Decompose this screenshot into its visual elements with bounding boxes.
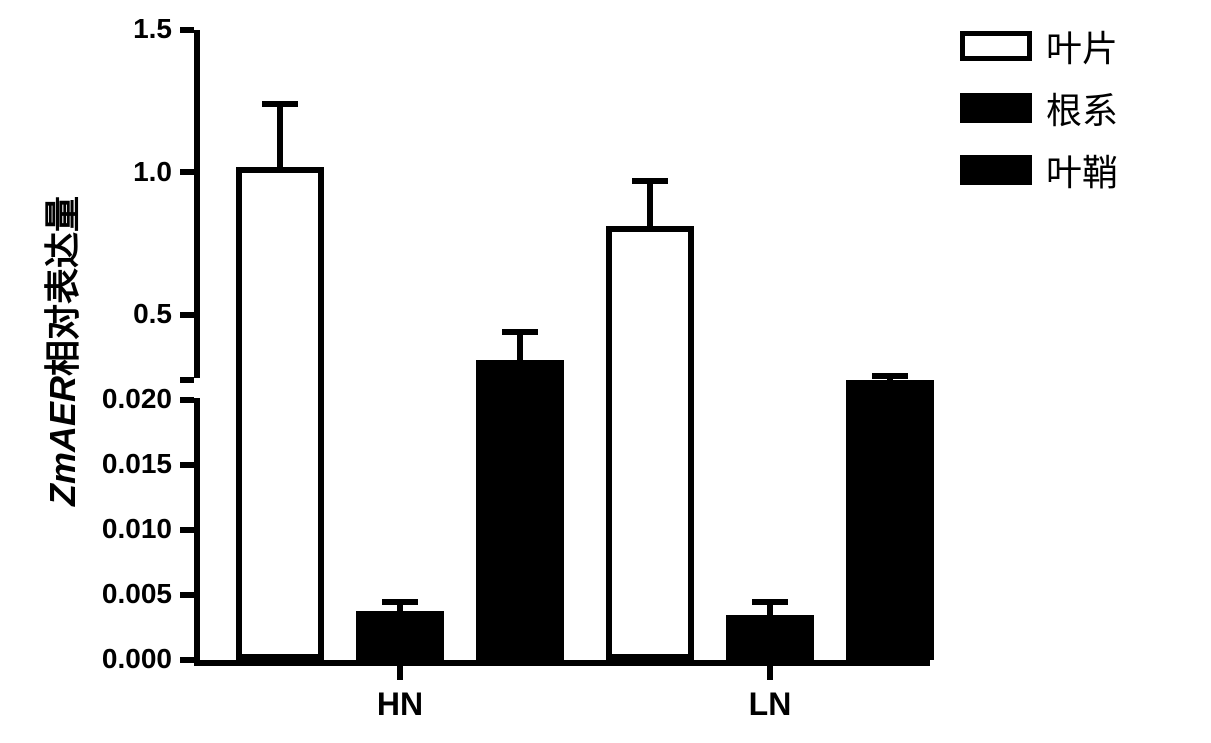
chart-container: ZmAER相对表达量 叶片根系叶鞘 0.000 0.005 0.010 0.015 0.… xyxy=(0,0,1211,743)
y-axis-upper xyxy=(194,30,200,400)
y-tick-lower xyxy=(180,397,194,403)
y-tick-label-lower: 0.010 xyxy=(102,513,172,545)
bar-LN-root xyxy=(726,615,814,661)
y-axis-title: ZmAER相对表达量 xyxy=(34,206,86,506)
legend-label-root: 根系 xyxy=(1046,82,1118,134)
x-tick xyxy=(397,666,403,680)
bar-LN-leaf-lower xyxy=(606,400,694,660)
y-tick-lower xyxy=(180,527,194,533)
x-tick-label: HN xyxy=(340,686,460,723)
x-tick xyxy=(767,666,773,680)
legend-swatch-leaf xyxy=(960,31,1032,61)
y-tick-label-upper: 1.0 xyxy=(133,156,172,188)
y-tick-label-lower: 0.015 xyxy=(102,448,172,480)
y-tick-lower xyxy=(180,592,194,598)
legend-item-leaf: 叶片 xyxy=(960,20,1118,72)
errorcap-LN-sheath xyxy=(872,373,908,379)
errorcap-HN-sheath xyxy=(502,329,538,335)
y-tick-label-lower: 0.020 xyxy=(102,383,172,415)
errorbar-LN-leaf xyxy=(647,181,653,227)
y-tick-lower xyxy=(180,657,194,663)
legend-item-root: 根系 xyxy=(960,82,1118,134)
y-axis-title-italic: ZmAER xyxy=(42,376,83,506)
y-tick-label-upper: 1.5 xyxy=(133,13,172,45)
bar-LN-leaf-upper xyxy=(606,226,694,400)
y-tick-upper xyxy=(180,27,194,33)
y-tick-upper xyxy=(180,169,194,175)
errorbar-HN-leaf xyxy=(277,104,283,167)
legend-item-sheath: 叶鞘 xyxy=(960,144,1118,196)
errorbar-HN-sheath xyxy=(517,332,523,360)
bar-LN-sheath-upper xyxy=(846,380,934,400)
y-tick-label-lower: 0.000 xyxy=(102,643,172,675)
legend-swatch-root xyxy=(960,93,1032,123)
y-tick-label-lower: 0.005 xyxy=(102,578,172,610)
bar-HN-root xyxy=(356,611,444,660)
errorcap-HN-leaf xyxy=(262,101,298,107)
y-tick-upper xyxy=(180,312,194,318)
y-axis-lower xyxy=(194,400,200,666)
errorcap-LN-leaf xyxy=(632,178,668,184)
errorcap-HN-root xyxy=(382,599,418,605)
bar-HN-sheath-upper xyxy=(476,360,564,400)
y-tick-lower xyxy=(180,462,194,468)
x-tick-label: LN xyxy=(710,686,830,723)
y-axis-title-rest: 相对表达量 xyxy=(42,196,83,376)
bar-HN-leaf-upper xyxy=(236,167,324,400)
legend-label-leaf: 叶片 xyxy=(1046,20,1118,72)
legend-label-sheath: 叶鞘 xyxy=(1046,144,1118,196)
bar-HN-leaf-lower xyxy=(236,400,324,660)
bar-HN-sheath-lower xyxy=(476,400,564,660)
y-tick-label-upper: 0.5 xyxy=(133,298,172,330)
bar-LN-sheath-lower xyxy=(846,400,934,660)
legend: 叶片根系叶鞘 xyxy=(960,20,1118,206)
errorcap-LN-root xyxy=(752,599,788,605)
y-tick-break xyxy=(180,377,194,383)
legend-swatch-sheath xyxy=(960,155,1032,185)
x-axis xyxy=(194,660,930,666)
